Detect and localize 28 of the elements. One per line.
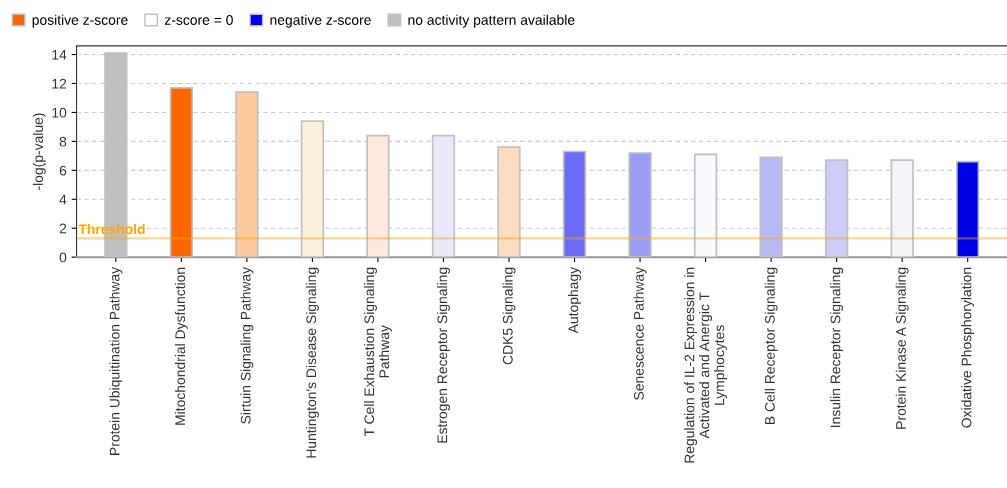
x-tick-label: Estrogen Receptor Signaling bbox=[437, 267, 450, 443]
x-tick-label: Autophagy bbox=[568, 266, 581, 334]
y-tick-label: 6 bbox=[59, 165, 67, 176]
x-tick-label: Regulation of IL-2 Expression in Activated and Anergic T Lymphocytes bbox=[684, 267, 728, 463]
legend-label: z-score = 0 bbox=[164, 15, 233, 25]
legend-label: no activity pattern available bbox=[408, 14, 575, 28]
y-tick-label: 12 bbox=[52, 78, 67, 89]
y-tick-label: 4 bbox=[59, 194, 67, 205]
x-tick-label: Oxidative Phosphorylation bbox=[961, 267, 975, 428]
x-tick-label: Protein Ubiquitination Pathway bbox=[109, 266, 123, 455]
x-tick-label: Sirtuin Signaling Pathway bbox=[240, 266, 254, 424]
x-tick-label: B Cell Receptor Signaling bbox=[764, 267, 778, 425]
y-tick-label: 2 bbox=[59, 223, 67, 234]
x-tick-label: Mitochondrial Dysfunction bbox=[174, 267, 188, 425]
x-tick-label: Insulin Receptor Signaling bbox=[830, 267, 844, 427]
ref-line-label: Threshold bbox=[78, 223, 145, 235]
legend-label: negative z-score bbox=[270, 14, 371, 28]
legend-label: positive z-score bbox=[32, 14, 128, 28]
y-tick-label: 14 bbox=[52, 50, 67, 60]
y-tick-label: 8 bbox=[59, 136, 67, 147]
x-tick-label: T Cell Exhaustion Signaling Pathway bbox=[364, 267, 392, 437]
x-tick-label: Senescence Pathway bbox=[633, 266, 647, 400]
x-tick-label: CDK5 Signaling bbox=[502, 267, 516, 365]
y-axis-title: -log(p-value) bbox=[32, 113, 46, 190]
x-tick-label: Protein Kinase A Signaling bbox=[895, 267, 909, 429]
y-tick-label: 10 bbox=[52, 107, 67, 118]
x-tick-label: Huntington's Disease Signaling bbox=[305, 267, 319, 458]
y-tick-label: 0 bbox=[59, 252, 67, 263]
